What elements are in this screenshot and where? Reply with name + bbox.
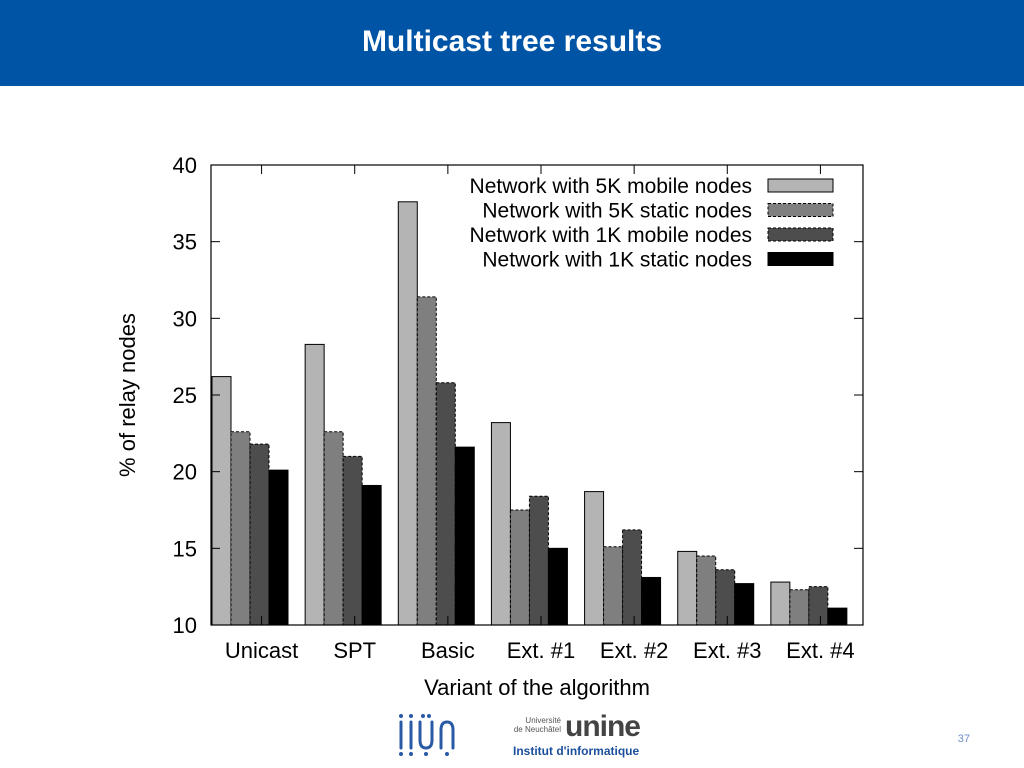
bar-3-6 (715, 569, 736, 626)
iiun-logo-icon (399, 714, 455, 756)
bar-1-4 (490, 422, 511, 626)
y-tick-label: 30 (173, 306, 197, 331)
bar-1-7 (770, 581, 791, 626)
x-category-label: Ext. #1 (507, 638, 575, 663)
x-category-label: Ext. #2 (600, 638, 668, 663)
university-line-1: Université (525, 716, 561, 725)
legend-swatch-1 (767, 178, 834, 193)
bar-1-3 (397, 201, 418, 626)
legend-label-2: Network with 5K static nodes (482, 200, 752, 223)
x-category-label: Basic (421, 638, 475, 663)
legend-swatch-3 (767, 227, 834, 242)
y-tick-label: 35 (173, 230, 197, 255)
x-category-label: SPT (333, 638, 376, 663)
bar-4-1 (268, 469, 289, 626)
bar-chart: 10 15 20 25 30 35 40 Unicast SPT Basic Ext. #1 Ext.… (115, 153, 864, 700)
bar-3-2 (342, 455, 363, 626)
bar-4-3 (454, 446, 475, 626)
legend-label-1: Network with 5K mobile nodes (470, 175, 752, 198)
slide-title: Multicast tree results (361, 25, 663, 58)
institut-label: Institut d'informatique (513, 744, 640, 758)
bar-2-7 (789, 589, 810, 626)
bar-3-5 (622, 529, 643, 626)
bar-1-1 (211, 376, 232, 626)
x-axis-label: Variant of the algorithm (424, 675, 650, 700)
bar-2-4 (509, 509, 530, 626)
bar-4-7 (827, 607, 848, 626)
x-category-label: Ext. #4 (786, 638, 854, 663)
bar-3-4 (528, 495, 549, 626)
page-number: 37 (957, 733, 970, 745)
bar-4-2 (361, 484, 382, 626)
unine-logo: Université de Neuchâtel unine Institut d… (513, 710, 653, 764)
bar-4-6 (734, 583, 755, 626)
bar-1-6 (677, 550, 698, 626)
bar-2-6 (696, 555, 717, 626)
bar-2-3 (416, 296, 437, 626)
legend-label-3: Network with 1K mobile nodes (470, 224, 752, 247)
y-tick-label: 40 (173, 153, 197, 178)
bar-1-5 (584, 491, 605, 626)
bar-4-4 (547, 547, 568, 626)
slide-header (0, 0, 1024, 86)
x-category-label: Ext. #3 (693, 638, 761, 663)
university-line-2: de Neuchâtel (513, 725, 561, 734)
y-tick-label: 15 (173, 536, 197, 561)
x-category-label: Unicast (225, 638, 298, 663)
bar-2-5 (603, 546, 624, 626)
bar-3-7 (808, 586, 829, 626)
y-tick-label: 20 (173, 460, 197, 485)
legend-label-4: Network with 1K static nodes (482, 249, 752, 272)
bar-1-2 (304, 343, 325, 626)
bar-4-5 (641, 576, 662, 626)
legend-swatch-4 (767, 252, 834, 266)
bar-3-1 (249, 443, 270, 626)
y-tick-label: 25 (173, 383, 197, 408)
bar-2-1 (230, 431, 251, 626)
y-tick-label: 10 (173, 613, 197, 638)
bar-3-3 (435, 382, 456, 626)
y-axis-label: % of relay nodes (115, 313, 140, 477)
unine-wordmark: unine (565, 710, 641, 743)
legend-swatch-2 (767, 203, 834, 217)
logos-area: Université de Neuchâtel unine Institut d… (395, 710, 655, 765)
bar-2-2 (323, 431, 344, 626)
